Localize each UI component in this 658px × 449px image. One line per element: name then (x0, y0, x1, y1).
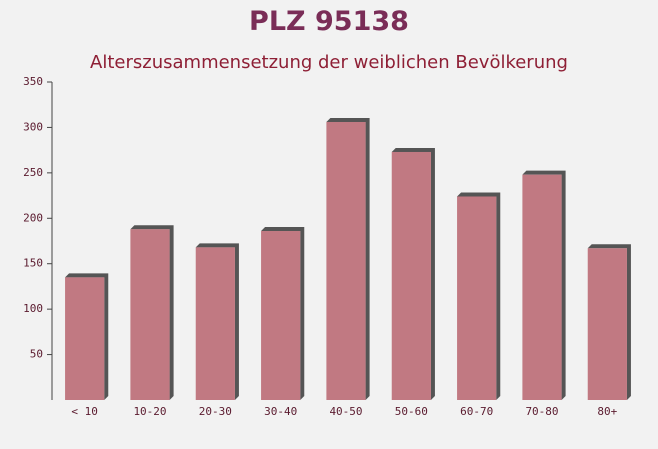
x-tick-label: 70-80 (525, 405, 558, 418)
y-tick-label: 350 (23, 75, 43, 88)
bar (261, 231, 301, 400)
y-tick-label: 150 (23, 257, 43, 270)
x-tick-label: 40-50 (329, 405, 362, 418)
x-tick-label: < 10 (71, 405, 98, 418)
bar (587, 248, 627, 400)
x-tick-label: 60-70 (460, 405, 493, 418)
bar (522, 174, 562, 400)
x-tick-label: 50-60 (395, 405, 428, 418)
bar (130, 229, 170, 400)
bar (326, 121, 366, 400)
x-tick-label: 10-20 (133, 405, 166, 418)
y-tick-label: 100 (23, 302, 43, 315)
y-tick-label: 200 (23, 211, 43, 224)
bar (195, 247, 235, 400)
y-tick-label: 250 (23, 166, 43, 179)
x-tick-label: 30-40 (264, 405, 297, 418)
bar (65, 277, 105, 400)
bar (457, 196, 497, 400)
chart-title: PLZ 95138 (249, 6, 409, 37)
y-tick-label: 300 (23, 120, 43, 133)
y-tick-label: 50 (30, 348, 43, 361)
chart-subtitle: Alterszusammensetzung der weiblichen Bev… (90, 52, 568, 73)
x-tick-label: 80+ (597, 405, 617, 418)
x-tick-label: 20-30 (199, 405, 232, 418)
bar (391, 151, 431, 400)
